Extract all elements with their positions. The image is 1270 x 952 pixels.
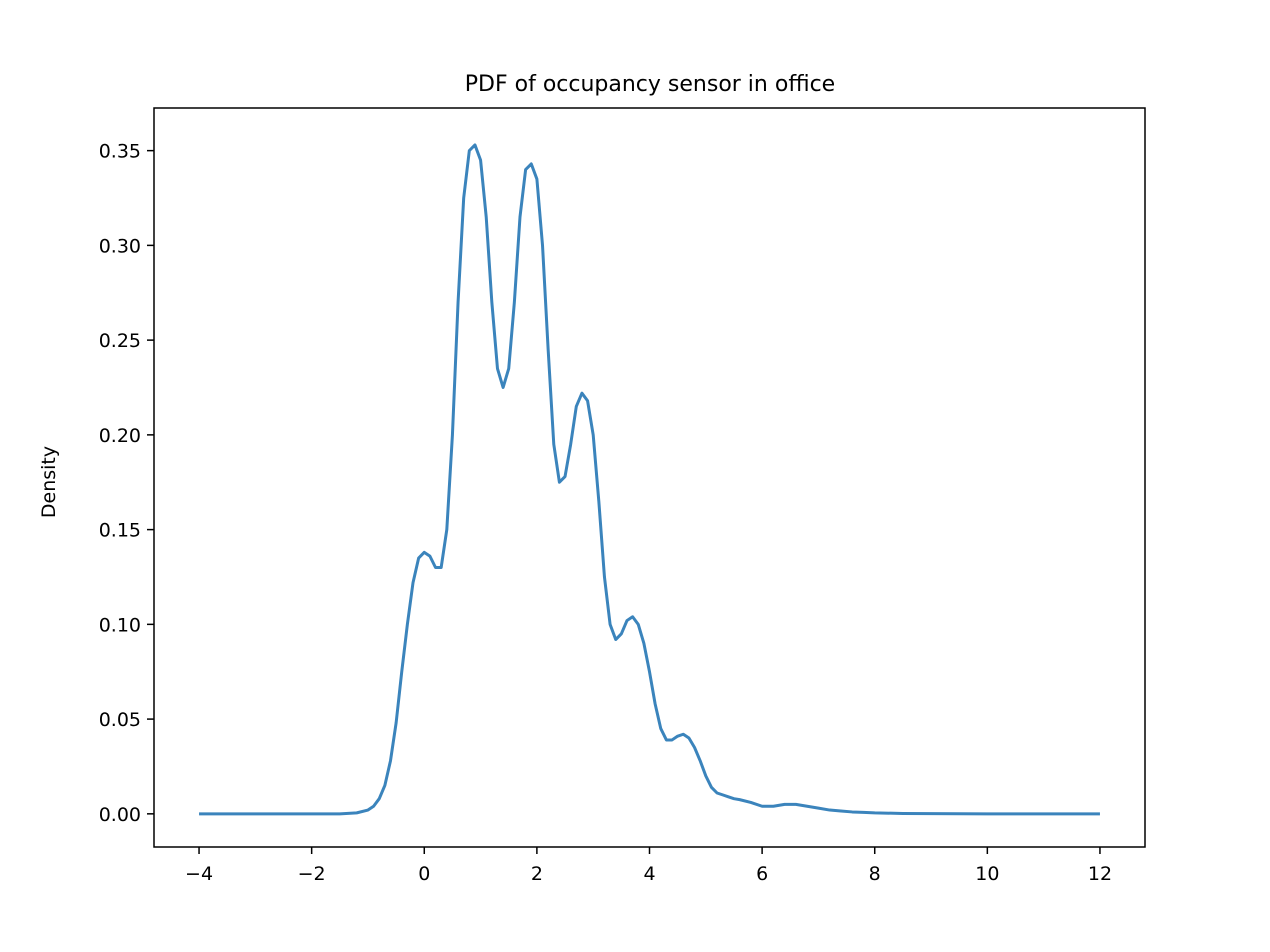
y-tick-label: 0.00 bbox=[99, 804, 141, 826]
y-tick-label: 0.10 bbox=[99, 614, 141, 636]
x-tick-label: 10 bbox=[975, 863, 999, 885]
chart-title: PDF of occupancy sensor in office bbox=[465, 72, 835, 97]
y-tick-label: 0.05 bbox=[99, 709, 141, 731]
axes-frame bbox=[153, 107, 1146, 848]
x-tick-label: 0 bbox=[418, 863, 430, 885]
y-tick-label: 0.20 bbox=[99, 425, 141, 447]
x-tick-label: 2 bbox=[531, 863, 543, 885]
x-tick-label: −4 bbox=[185, 863, 213, 885]
x-tick-label: 12 bbox=[1088, 863, 1112, 885]
x-tick-label: −2 bbox=[298, 863, 326, 885]
x-axis: −4 −2 0 2 4 6 8 10 12 bbox=[185, 847, 1112, 885]
x-tick-label: 4 bbox=[643, 863, 655, 885]
x-tick-label: 8 bbox=[869, 863, 881, 885]
density-line-0 bbox=[199, 143, 1100, 816]
y-tick-label: 0.15 bbox=[99, 520, 141, 542]
plot-area bbox=[199, 143, 1100, 816]
y-axis: 0.00 0.05 0.10 0.15 0.20 0.25 0.30 0.35 bbox=[99, 141, 154, 826]
y-axis-label: Density bbox=[38, 446, 60, 518]
x-tick-label: 6 bbox=[756, 863, 768, 885]
y-tick-label: 0.30 bbox=[99, 235, 141, 257]
y-tick-label: 0.35 bbox=[99, 141, 141, 163]
y-tick-label: 0.25 bbox=[99, 330, 141, 352]
